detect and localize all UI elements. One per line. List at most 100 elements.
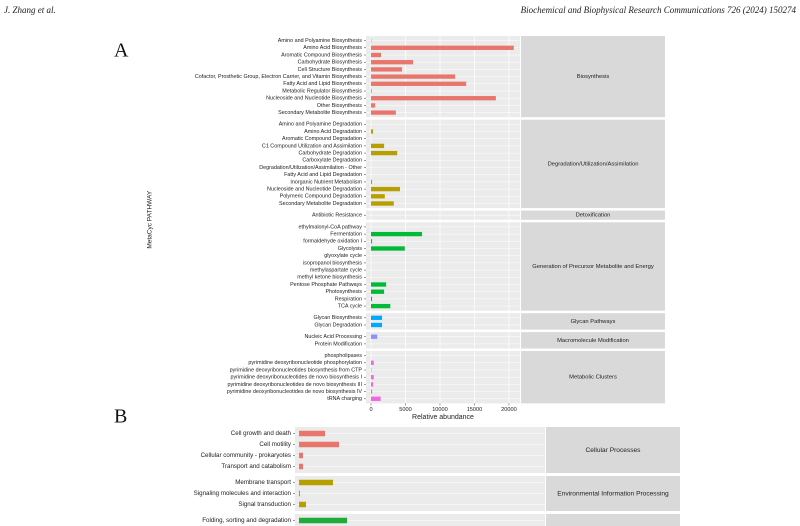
category-label: pyrimidine deoxyribonucleotides de novo … — [227, 382, 362, 388]
category-label: pyrimidine deoxyribonucleotide phosphory… — [248, 360, 362, 366]
facet-strip — [521, 332, 665, 349]
facet-label: Degradation/Utilization/Assimilation — [548, 161, 639, 167]
category-label: Cell Structure Biosynthesis — [298, 67, 363, 73]
category-label: pyrimidine deoxyribonucleotides biosynth… — [230, 367, 363, 373]
category-label: glyoxylate cycle — [324, 253, 362, 259]
facet-label: Biosynthesis — [577, 74, 610, 80]
bar — [371, 322, 383, 328]
bar — [371, 179, 373, 185]
bar — [371, 246, 405, 251]
panel-label: A — [114, 40, 129, 62]
facet-panel — [366, 313, 520, 330]
bar — [371, 103, 376, 108]
facet-label: Macromolecule Modification — [557, 338, 629, 344]
category-label: Secondary Metabolite Biosynthesis — [278, 110, 362, 116]
bar — [371, 296, 373, 302]
category-label: phospholipases — [325, 353, 363, 359]
bar — [371, 96, 496, 101]
category-label: Secondary Metabolite Degradation — [279, 201, 362, 207]
bar — [371, 67, 403, 72]
facet-strip — [521, 210, 665, 220]
category-label: Antibiotic Resistance — [312, 213, 362, 219]
category-label: Glycan Degradation — [314, 322, 362, 328]
facet-strip — [521, 313, 665, 330]
facet-label: Cellular Processes — [586, 447, 642, 454]
category-label: Fatty Acid and Lipid Degradation — [284, 172, 362, 178]
bar — [371, 150, 398, 156]
bar — [299, 452, 303, 459]
category-label: Amino Acid Degradation — [304, 129, 362, 135]
facet-panel — [295, 427, 545, 473]
category-label: Folding, sorting and degradation — [202, 517, 291, 524]
category-label: Photosynthesis — [325, 289, 362, 295]
x-tick-label: 0 — [369, 407, 372, 413]
x-tick-label: 5000 — [399, 407, 411, 413]
category-label: Carboxylate Degradation — [302, 158, 362, 164]
category-label: methyl ketone biosynthesis — [297, 275, 362, 281]
category-label: methylaspartate cycle — [310, 268, 362, 274]
category-label: Degradation/Utilization/Assimilation - O… — [259, 165, 362, 171]
category-label: formaldehyde oxidation I — [303, 239, 362, 245]
bar — [371, 52, 382, 58]
bar — [371, 45, 514, 50]
category-label: C1 Compound Utilization and Assimilation — [262, 143, 362, 149]
category-label: Inorganic Nutrient Metabolism — [290, 179, 362, 185]
category-label: Protein Modification — [315, 341, 362, 347]
facet-label: Generation of Precursor Metabolite and E… — [532, 264, 654, 270]
category-label: Aromatic Compound Biosynthesis — [281, 52, 362, 58]
y-axis-title: MetaCyc PATHWAY — [147, 190, 154, 249]
category-label: Glycolysis — [338, 246, 363, 252]
category-label: Nucleic Acid Processing — [304, 334, 362, 340]
bar — [371, 396, 381, 401]
bar — [371, 360, 374, 365]
category-label: Signaling molecules and interaction — [194, 490, 292, 497]
category-label: Cell growth and death — [231, 430, 292, 437]
category-label: Amino and Polyamine Degradation — [279, 122, 362, 128]
bar — [299, 463, 303, 470]
facet-panel — [295, 514, 545, 526]
bar — [371, 110, 396, 115]
journal-ref: Biochemical and Biophysical Research Com… — [521, 5, 797, 15]
facet-strip — [521, 222, 665, 311]
category-label: Fermentation — [330, 232, 362, 238]
category-label: pyrimidine deoxyribonucleotides de novo … — [230, 375, 362, 381]
facet-label: Detoxification — [576, 213, 611, 219]
bar — [371, 289, 385, 294]
facet-strip — [521, 351, 665, 404]
facet-label: Environmental Information Processing — [557, 490, 669, 497]
bar — [299, 501, 306, 508]
panel-label: B — [114, 406, 127, 428]
category-label: Other Biosynthesis — [317, 103, 363, 109]
x-axis-title: Relative abundance — [412, 414, 474, 421]
bar — [371, 74, 456, 79]
bar — [371, 194, 385, 199]
category-label: tRNA charging — [327, 396, 362, 402]
bar — [371, 382, 374, 387]
bar — [371, 60, 414, 65]
bar — [371, 375, 374, 380]
x-tick-label: 10000 — [432, 407, 448, 413]
facet-strip — [546, 427, 680, 473]
bar — [371, 186, 400, 192]
category-label: Carbohydrate Degradation — [298, 151, 362, 157]
bar — [299, 430, 325, 437]
facet-panel — [366, 119, 520, 209]
bar — [371, 389, 373, 394]
bar — [371, 303, 391, 309]
x-tick-label: 15000 — [467, 407, 483, 413]
bar — [371, 88, 372, 94]
category-label: TCA cycle — [338, 304, 362, 310]
bar — [371, 129, 374, 134]
bar — [371, 81, 467, 86]
bar — [371, 282, 387, 287]
facet-label: Metabolic Clusters — [569, 375, 617, 381]
facet-panel — [366, 332, 520, 349]
category-label: Aromatic Compound Degradation — [282, 136, 362, 142]
facet-panel — [366, 222, 520, 311]
category-label: Amino Acid Biosynthesis — [303, 45, 362, 51]
category-label: Glycan Biosynthesis — [313, 315, 362, 321]
running-head: J. Zhang et al. — [4, 5, 56, 15]
category-label: Carbohydrate Biosynthesis — [298, 60, 363, 66]
bar — [371, 239, 373, 244]
